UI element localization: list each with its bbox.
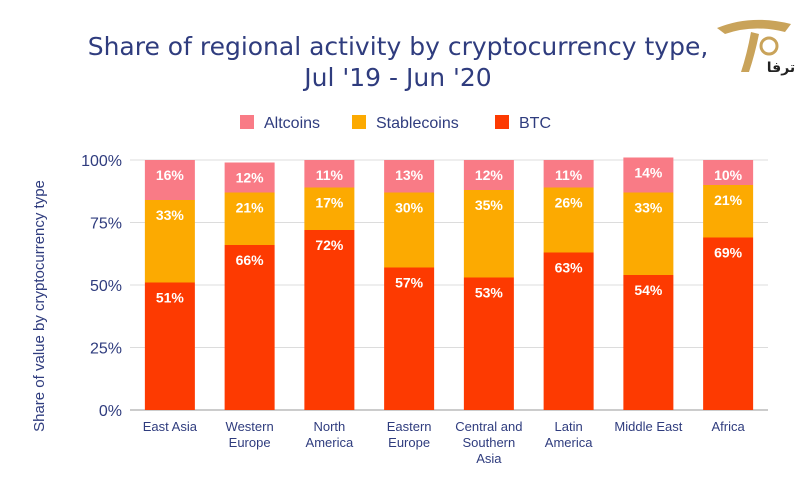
brand-logo: ترفا — [711, 10, 797, 86]
data-label: 35% — [475, 197, 504, 213]
x-tick-label: Western Europe — [226, 419, 274, 450]
data-label: 21% — [236, 200, 265, 216]
legend-swatch-altcoins — [240, 115, 254, 129]
chart-legend: Altcoins Stablecoins BTC — [240, 115, 551, 132]
data-label: 12% — [475, 167, 504, 183]
logo-swoosh-icon — [717, 20, 791, 34]
logo-stroke-icon — [741, 32, 759, 72]
x-tick-label: East Asia — [143, 419, 198, 434]
data-label: 30% — [395, 200, 424, 216]
data-label: 14% — [634, 165, 663, 181]
chart-title-line-1: Share of regional activity by cryptocurr… — [88, 32, 709, 61]
x-tick-label: Africa — [712, 419, 746, 434]
logo-text: ترفا — [767, 60, 795, 76]
y-tick-label: 25% — [90, 341, 122, 358]
data-label: 26% — [555, 195, 584, 211]
bar-segment-btc — [304, 230, 354, 410]
x-axis: East Asia Western Europe North America Easter… — [143, 419, 746, 466]
data-label: 54% — [634, 282, 663, 298]
x-tick-label: Eastern Europe — [387, 419, 432, 450]
bar-segment-btc — [225, 245, 275, 410]
bar-segment-btc — [544, 253, 594, 411]
y-tick-label: 100% — [81, 153, 122, 170]
data-label: 16% — [156, 167, 185, 183]
data-label: 72% — [315, 237, 344, 253]
y-tick-label: 50% — [90, 278, 122, 295]
bars: 51% 33% 16% 66% 21% 12% 72% 17% 11% 57% 30% 13% 53% 3… — [145, 158, 753, 411]
x-tick-label: Central and Southern Asia — [455, 419, 522, 466]
y-tick-label: 0% — [99, 403, 122, 420]
x-tick-label: Middle East — [614, 419, 682, 434]
data-label: 53% — [475, 285, 504, 301]
legend-label-btc: BTC — [519, 115, 551, 132]
data-label: 33% — [634, 200, 663, 216]
y-axis-title: Share of value by cryptocurrency type — [31, 180, 48, 432]
x-tick-label: Latin America — [545, 419, 593, 450]
legend-label-altcoins: Altcoins — [264, 115, 320, 132]
y-axis: 0% 25% 50% 75% 100% — [81, 153, 122, 420]
data-label: 63% — [555, 260, 584, 276]
y-tick-label: 75% — [90, 216, 122, 233]
legend-label-stablecoins: Stablecoins — [376, 115, 459, 132]
bar-segment-btc — [703, 238, 753, 411]
data-label: 10% — [714, 167, 743, 183]
data-label: 17% — [315, 195, 344, 211]
logo-circle-icon — [761, 38, 777, 54]
legend-swatch-stablecoins — [352, 115, 366, 129]
data-label: 69% — [714, 245, 743, 261]
data-label: 51% — [156, 290, 185, 306]
x-tick-label: North America — [306, 419, 354, 450]
stacked-bar-chart: Share of regional activity by cryptocurr… — [0, 0, 811, 499]
data-label: 13% — [395, 167, 424, 183]
chart-title-line-2: Jul '19 - Jun '20 — [302, 63, 491, 92]
data-label: 33% — [156, 207, 185, 223]
legend-swatch-btc — [495, 115, 509, 129]
data-label: 21% — [714, 192, 743, 208]
data-label: 57% — [395, 275, 424, 291]
data-label: 12% — [236, 170, 265, 186]
data-label: 66% — [236, 252, 265, 268]
data-label: 11% — [555, 167, 583, 183]
data-label: 11% — [316, 167, 344, 183]
